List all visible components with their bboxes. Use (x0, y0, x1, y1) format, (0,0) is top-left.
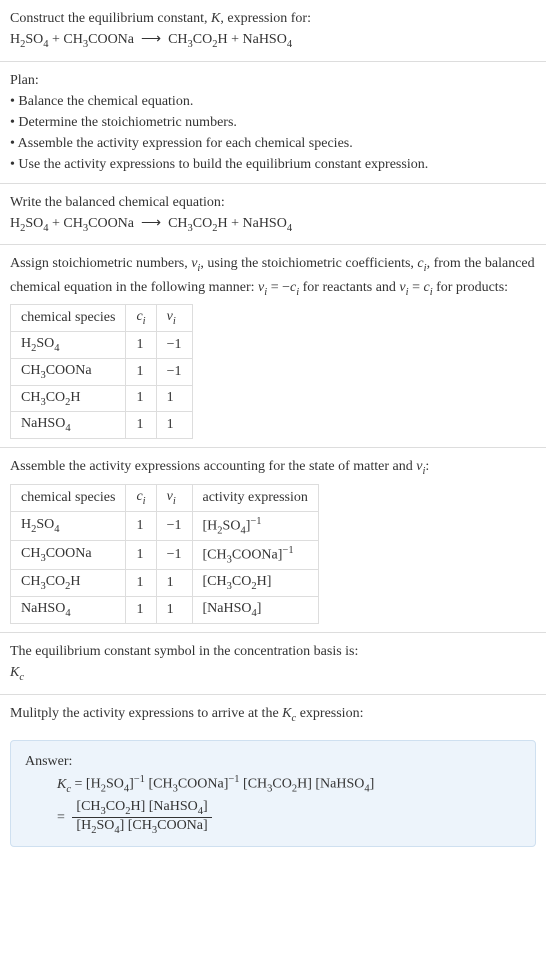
activity-intro: Assemble the activity expressions accoun… (10, 456, 536, 480)
table-header-row: chemical species ci νi activity expressi… (11, 484, 319, 511)
table-row: H2SO4 1 −1 (11, 331, 193, 358)
table-cell: 1 (156, 570, 192, 597)
answer-fraction: [CH3CO2H] [NaHSO4] [H2SO4] [CH3COONa] (72, 799, 211, 836)
kc-symbol: Kc (10, 662, 536, 686)
table-cell: −1 (156, 331, 192, 358)
table-cell: 1 (126, 570, 156, 597)
table-cell: H2SO4 (11, 331, 126, 358)
table-row: CH3CO2H 1 1 (11, 385, 193, 412)
fraction-numerator: [CH3CO2H] [NaHSO4] (72, 799, 211, 818)
table-row: NaHSO4 1 1 (11, 412, 193, 439)
table-cell: 1 (126, 358, 156, 385)
table-cell: −1 (156, 511, 192, 540)
multiply-section: Mulitply the activity expressions to arr… (0, 695, 546, 735)
plan-item: • Use the activity expressions to build … (10, 154, 536, 175)
table-header: ci (126, 305, 156, 332)
table-cell: 1 (156, 412, 192, 439)
kc-symbol-section: The equilibrium constant symbol in the c… (0, 633, 546, 695)
plan-heading: Plan: (10, 70, 536, 91)
stoich-table: chemical species ci νi H2SO4 1 −1 CH3COO… (10, 304, 193, 439)
table-cell: CH3COONa (11, 358, 126, 385)
header-section: Construct the equilibrium constant, K, e… (0, 0, 546, 62)
table-cell: CH3CO2H (11, 385, 126, 412)
header-equation: H2SO4 + CH3COONa ⟶ CH3CO2H + NaHSO4 (10, 29, 536, 53)
table-cell: 1 (156, 385, 192, 412)
answer-equations: Kc = [H2SO4]−1 [CH3COONa]−1 [CH3CO2H] [N… (57, 772, 521, 836)
table-cell: 1 (126, 540, 156, 569)
table-header: νi (156, 305, 192, 332)
plan-item: • Assemble the activity expression for e… (10, 133, 536, 154)
table-cell: [CH3COONa]−1 (192, 540, 318, 569)
table-cell: 1 (126, 597, 156, 624)
activity-section: Assemble the activity expressions accoun… (0, 448, 546, 633)
balanced-heading: Write the balanced chemical equation: (10, 192, 536, 213)
table-row: CH3CO2H 1 1 [CH3CO2H] (11, 570, 319, 597)
plan-item: • Determine the stoichiometric numbers. (10, 112, 536, 133)
table-cell: CH3COONa (11, 540, 126, 569)
title-prefix: Construct the equilibrium constant, (10, 11, 211, 26)
answer-label: Answer: (25, 751, 521, 772)
table-cell: NaHSO4 (11, 412, 126, 439)
answer-line2: = [CH3CO2H] [NaHSO4] [H2SO4] [CH3COONa] (57, 799, 521, 836)
title-line: Construct the equilibrium constant, K, e… (10, 8, 536, 29)
title-k: K (211, 11, 220, 26)
table-cell: 1 (156, 597, 192, 624)
table-cell: 1 (126, 385, 156, 412)
answer-box: Answer: Kc = [H2SO4]−1 [CH3COONa]−1 [CH3… (10, 740, 536, 847)
multiply-text: Mulitply the activity expressions to arr… (10, 703, 536, 727)
table-cell: [NaHSO4] (192, 597, 318, 624)
table-cell: [CH3CO2H] (192, 570, 318, 597)
table-row: NaHSO4 1 1 [NaHSO4] (11, 597, 319, 624)
answer-line1: Kc = [H2SO4]−1 [CH3COONa]−1 [CH3CO2H] [N… (57, 772, 521, 797)
table-header-row: chemical species ci νi (11, 305, 193, 332)
table-header: ci (126, 484, 156, 511)
table-cell: CH3CO2H (11, 570, 126, 597)
fraction-denominator: [H2SO4] [CH3COONa] (72, 818, 211, 836)
stoich-intro: Assign stoichiometric numbers, νi, using… (10, 253, 536, 300)
plan-section: Plan: • Balance the chemical equation. •… (0, 62, 546, 184)
table-cell: 1 (126, 412, 156, 439)
table-row: CH3COONa 1 −1 (11, 358, 193, 385)
activity-table: chemical species ci νi activity expressi… (10, 484, 319, 624)
table-cell: H2SO4 (11, 511, 126, 540)
table-cell: [H2SO4]−1 (192, 511, 318, 540)
equals-sign: = (57, 810, 68, 826)
table-cell: 1 (126, 511, 156, 540)
table-header: νi (156, 484, 192, 511)
table-cell: NaHSO4 (11, 597, 126, 624)
table-row: H2SO4 1 −1 [H2SO4]−1 (11, 511, 319, 540)
stoich-section: Assign stoichiometric numbers, νi, using… (0, 245, 546, 448)
kc-symbol-text: The equilibrium constant symbol in the c… (10, 641, 536, 662)
table-row: CH3COONa 1 −1 [CH3COONa]−1 (11, 540, 319, 569)
plan-item: • Balance the chemical equation. (10, 91, 536, 112)
table-cell: −1 (156, 358, 192, 385)
balanced-section: Write the balanced chemical equation: H2… (0, 184, 546, 246)
table-header: chemical species (11, 484, 126, 511)
balanced-equation: H2SO4 + CH3COONa ⟶ CH3CO2H + NaHSO4 (10, 213, 536, 237)
table-header: activity expression (192, 484, 318, 511)
title-suffix: , expression for: (220, 11, 311, 26)
table-header: chemical species (11, 305, 126, 332)
table-cell: 1 (126, 331, 156, 358)
table-cell: −1 (156, 540, 192, 569)
